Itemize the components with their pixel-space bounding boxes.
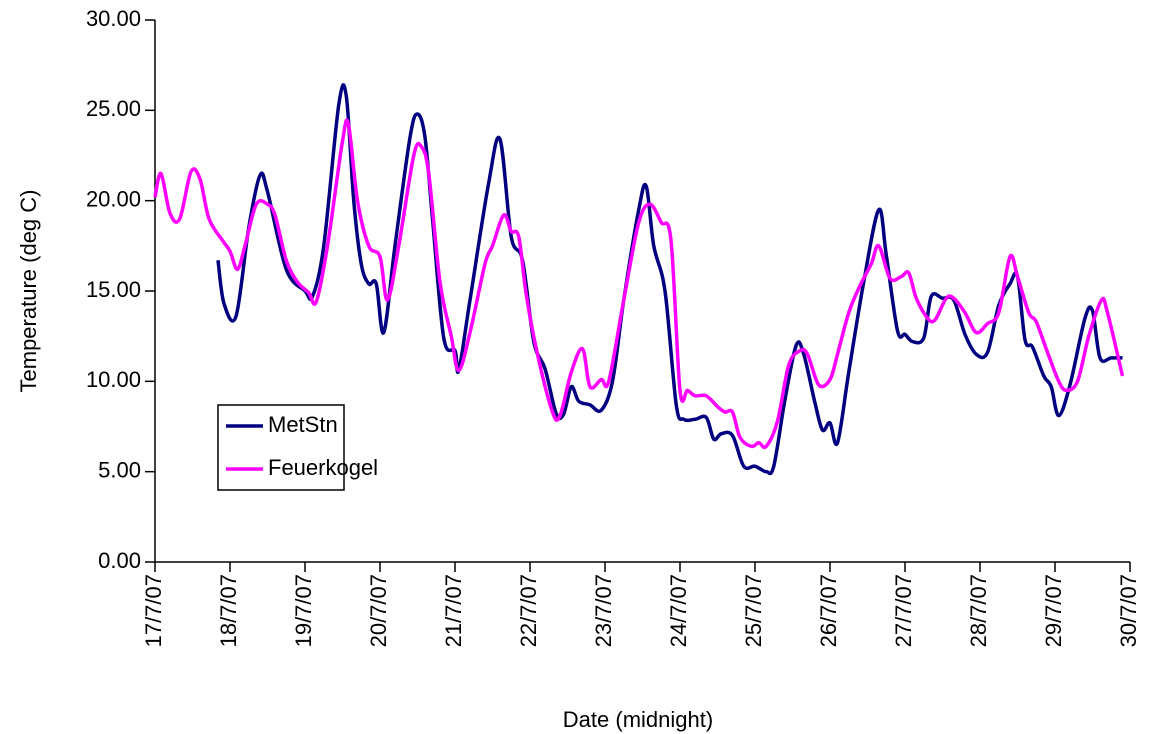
x-tick-label: 29/7/07: [1041, 574, 1066, 647]
y-tick-label: 30.00: [86, 6, 141, 31]
x-tick-label: 18/7/07: [216, 574, 241, 647]
x-tick-label: 17/7/07: [141, 574, 166, 647]
x-tick-label: 24/7/07: [666, 574, 691, 647]
legend-label: MetStn: [268, 412, 338, 437]
x-tick-label: 23/7/07: [591, 574, 616, 647]
x-axis-label: Date (midnight): [563, 707, 713, 732]
x-tick-label: 26/7/07: [816, 574, 841, 647]
x-tick-label: 27/7/07: [891, 574, 916, 647]
y-tick-label: 25.00: [86, 96, 141, 121]
y-tick-label: 15.00: [86, 277, 141, 302]
y-tick-label: 5.00: [98, 457, 141, 482]
x-tick-label: 22/7/07: [516, 574, 541, 647]
legend-label: Feuerkogel: [268, 455, 378, 480]
x-tick-label: 25/7/07: [741, 574, 766, 647]
x-tick-label: 19/7/07: [291, 574, 316, 647]
series-line: [153, 118, 1125, 450]
x-tick-label: 30/7/07: [1116, 574, 1141, 647]
y-tick-label: 20.00: [86, 186, 141, 211]
x-tick-label: 28/7/07: [966, 574, 991, 647]
y-tick-label: 0.00: [98, 548, 141, 573]
x-tick-label: 20/7/07: [366, 574, 391, 647]
legend-box: [217, 404, 345, 491]
y-axis-label: Temperature (deg C): [16, 190, 41, 393]
x-tick-label: 21/7/07: [441, 574, 466, 647]
series-line: [216, 83, 1123, 476]
y-tick-label: 10.00: [86, 367, 141, 392]
